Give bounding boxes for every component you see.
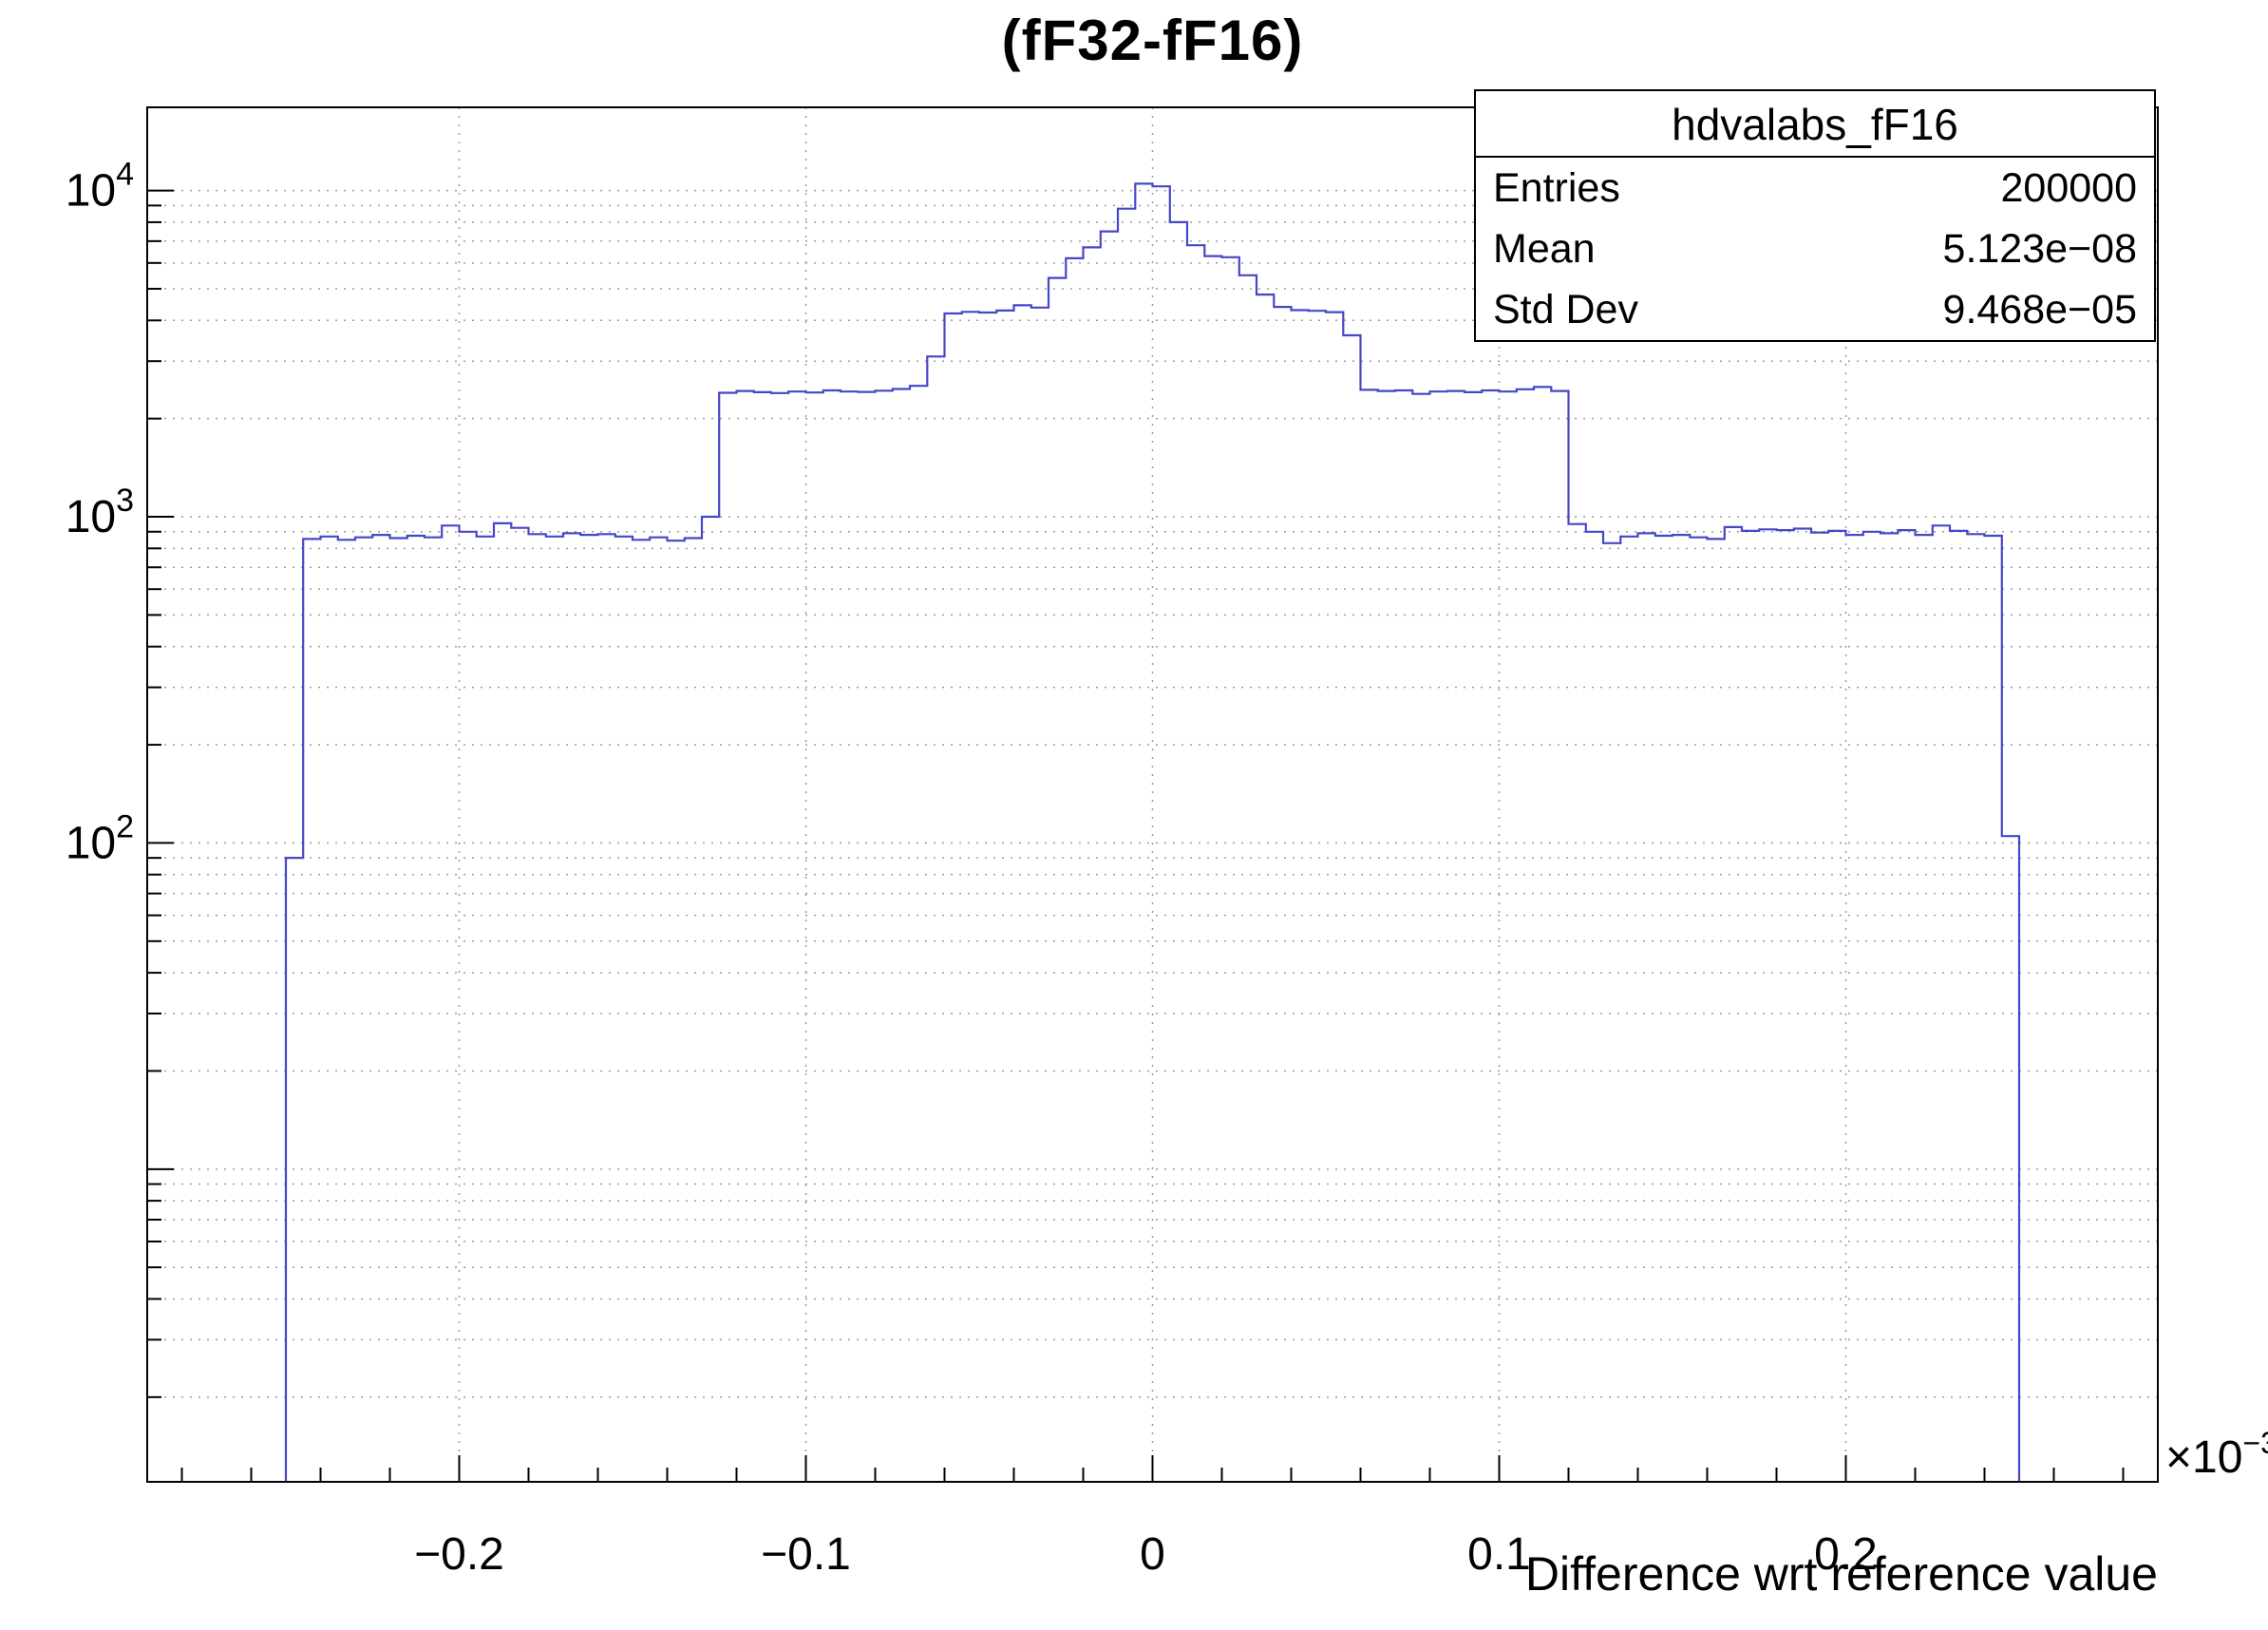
x-axis-title: Difference wrt reference value <box>1524 1547 2158 1601</box>
x-tick-label: 0.1 <box>1467 1529 1531 1580</box>
x-tick-label: −0.2 <box>414 1529 504 1580</box>
stats-mean-label: Mean <box>1493 226 1596 272</box>
stats-stddev-row: Std Dev 9.468e−05 <box>1476 279 2154 340</box>
y-tick-label: 102 <box>66 808 134 868</box>
chart-title: (fF32-fF16) <box>1001 9 1304 72</box>
y-tick-label: 103 <box>66 483 134 542</box>
stats-stddev-label: Std Dev <box>1493 287 1638 332</box>
x-tick-label: −0.1 <box>761 1529 851 1580</box>
axes: −0.2 −0.1 0 0.1 0.2 102 103 104 ×10−3 <box>66 106 2268 1580</box>
stats-stddev-value: 9.468e−05 <box>1942 287 2137 332</box>
x-tick-label: 0.2 <box>1814 1529 1878 1580</box>
x-axis-multiplier: ×10−3 <box>2165 1426 2268 1483</box>
stats-entries-label: Entries <box>1493 165 1620 211</box>
stats-box-title: hdvalabs_fF16 <box>1476 91 2154 158</box>
histogram-line <box>284 182 2021 1482</box>
histogram-series <box>284 182 2021 1482</box>
stats-entries-value: 200000 <box>2000 165 2138 211</box>
stats-row-entries: Entries 200000 <box>1476 158 2154 218</box>
stats-row-mean: Mean 5.123e−08 <box>1476 218 2154 279</box>
y-tick-label: 104 <box>66 157 134 217</box>
x-tick-label: 0 <box>1140 1529 1165 1580</box>
stats-box: hdvalabs_fF16 Entries 200000 Mean 5.123e… <box>1474 89 2156 342</box>
stats-mean-value: 5.123e−08 <box>1942 226 2137 272</box>
